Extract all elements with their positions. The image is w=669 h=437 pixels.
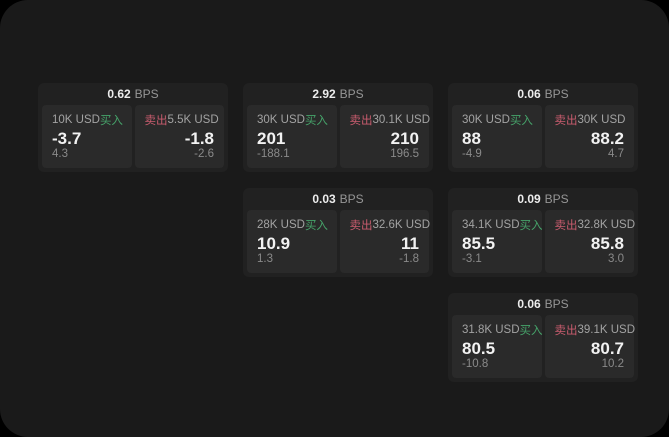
quote-card-grid: 0.62 BPS 10K USD 买入 -3.7 4.3 卖出 5.5K USD [38, 83, 638, 382]
buy-sub-value: 4.3 [52, 148, 68, 160]
buy-quote-panel[interactable]: 31.8K USD 买入 80.5 -10.8 [452, 315, 543, 378]
sell-price: 210 [390, 128, 419, 148]
sell-price: -1.8 [184, 128, 214, 148]
sell-amount: 32.6K USD [372, 219, 431, 231]
buy-sub-value: -10.8 [462, 358, 489, 370]
buy-price: 80.5 [462, 338, 496, 358]
buy-quote-panel[interactable]: 10K USD 买入 -3.7 4.3 [42, 105, 132, 168]
buy-amount: 34.1K USD [462, 219, 520, 231]
sell-tag: 卖出 [349, 115, 373, 127]
quote-card-3: 0.06 BPS 30K USD 买入 88 -4.9 卖出 30K USD [448, 83, 638, 172]
sell-amount: 30.1K USD [372, 114, 431, 126]
sell-tag: 卖出 [554, 220, 578, 232]
buy-tag: 买入 [509, 115, 533, 127]
sell-tag: 卖出 [349, 220, 373, 232]
sell-price: 88.2 [590, 128, 624, 148]
spread-header: 2.92 BPS [243, 83, 433, 105]
buy-tag: 买入 [99, 115, 123, 127]
buy-tag: 买入 [304, 220, 328, 232]
buy-amount: 31.8K USD [462, 324, 520, 336]
buy-quote-panel[interactable]: 28K USD 买入 10.9 1.3 [247, 210, 337, 273]
buy-price: 88 [462, 128, 481, 148]
quote-card-5: 0.09 BPS 34.1K USD 买入 85.5 -3.1 卖出 32.8K… [448, 188, 638, 277]
buy-quote-panel[interactable]: 30K USD 买入 88 -4.9 [452, 105, 542, 168]
sell-sub-value: 4.7 [608, 148, 624, 160]
sell-quote-panel[interactable]: 卖出 5.5K USD -1.8 -2.6 [134, 105, 224, 168]
buy-amount: 28K USD [257, 219, 305, 231]
sell-tag: 卖出 [554, 325, 578, 337]
sell-price: 80.7 [590, 338, 624, 358]
quote-card-1: 0.62 BPS 10K USD 买入 -3.7 4.3 卖出 5.5K USD [38, 83, 228, 172]
spread-unit: BPS [544, 87, 569, 101]
quote-panels: 10K USD 买入 -3.7 4.3 卖出 5.5K USD -1.8 -2.… [38, 105, 228, 172]
sell-quote-panel[interactable]: 卖出 30.1K USD 210 196.5 [339, 105, 431, 168]
spread-value: 0.06 [517, 87, 541, 101]
quote-panels: 31.8K USD 买入 80.5 -10.8 卖出 39.1K USD 80.… [448, 315, 638, 382]
sell-sub-value: -2.6 [194, 148, 214, 160]
spread-value: 0.09 [517, 192, 541, 206]
buy-quote-panel[interactable]: 34.1K USD 买入 85.5 -3.1 [452, 210, 543, 273]
sell-quote-panel[interactable]: 卖出 32.8K USD 85.8 3.0 [544, 210, 636, 273]
quote-card-6: 0.06 BPS 31.8K USD 买入 80.5 -10.8 卖出 39.1… [448, 293, 638, 382]
buy-quote-panel[interactable]: 30K USD 买入 201 -188.1 [247, 105, 337, 168]
sell-tag: 卖出 [144, 115, 168, 127]
buy-sub-value: -3.1 [462, 253, 482, 265]
sell-quote-panel[interactable]: 卖出 39.1K USD 80.7 10.2 [544, 315, 636, 378]
sell-price: 85.8 [590, 233, 624, 253]
buy-sub-value: -4.9 [462, 148, 482, 160]
spread-unit: BPS [339, 87, 364, 101]
spread-value: 0.03 [312, 192, 336, 206]
buy-price: -3.7 [52, 128, 82, 148]
sell-sub-value: 3.0 [608, 253, 624, 265]
buy-sub-value: 1.3 [257, 253, 273, 265]
spread-header: 0.06 BPS [448, 83, 638, 105]
sell-sub-value: 196.5 [390, 148, 419, 160]
spread-unit: BPS [544, 297, 569, 311]
quote-card-4: 0.03 BPS 28K USD 买入 10.9 1.3 卖出 32.6K US… [243, 188, 433, 277]
spread-unit: BPS [544, 192, 569, 206]
quote-panels: 34.1K USD 买入 85.5 -3.1 卖出 32.8K USD 85.8… [448, 210, 638, 277]
buy-amount: 30K USD [462, 114, 510, 126]
sell-quote-panel[interactable]: 卖出 32.6K USD 11 -1.8 [339, 210, 431, 273]
sell-quote-panel[interactable]: 卖出 30K USD 88.2 4.7 [544, 105, 634, 168]
sell-price: 11 [401, 233, 419, 253]
sell-amount: 30K USD [577, 114, 626, 126]
buy-price: 10.9 [257, 233, 291, 253]
sell-tag: 卖出 [554, 115, 578, 127]
buy-amount: 10K USD [52, 114, 100, 126]
spread-header: 0.06 BPS [448, 293, 638, 315]
buy-amount: 30K USD [257, 114, 305, 126]
buy-tag: 买入 [519, 220, 543, 232]
quote-panels: 28K USD 买入 10.9 1.3 卖出 32.6K USD 11 -1.8 [243, 210, 433, 277]
spread-value: 2.92 [312, 87, 336, 101]
sell-sub-value: 10.2 [601, 358, 624, 370]
spread-header: 0.09 BPS [448, 188, 638, 210]
sell-amount: 39.1K USD [577, 324, 636, 336]
spread-header: 0.03 BPS [243, 188, 433, 210]
buy-tag: 买入 [304, 115, 328, 127]
spread-header: 0.62 BPS [38, 83, 228, 105]
buy-price: 85.5 [462, 233, 496, 253]
spread-value: 0.06 [517, 297, 541, 311]
quote-panels: 30K USD 买入 88 -4.9 卖出 30K USD 88.2 4.7 [448, 105, 638, 172]
sell-amount: 32.8K USD [577, 219, 636, 231]
sell-sub-value: -1.8 [399, 253, 419, 265]
spread-unit: BPS [134, 87, 159, 101]
buy-tag: 买入 [519, 325, 543, 337]
buy-price: 201 [257, 128, 286, 148]
quote-panels: 30K USD 买入 201 -188.1 卖出 30.1K USD 210 1… [243, 105, 433, 172]
sell-amount: 5.5K USD [167, 114, 219, 126]
quote-card-2: 2.92 BPS 30K USD 买入 201 -188.1 卖出 30.1K … [243, 83, 433, 172]
spread-unit: BPS [339, 192, 364, 206]
buy-sub-value: -188.1 [257, 148, 290, 160]
spread-value: 0.62 [107, 87, 131, 101]
